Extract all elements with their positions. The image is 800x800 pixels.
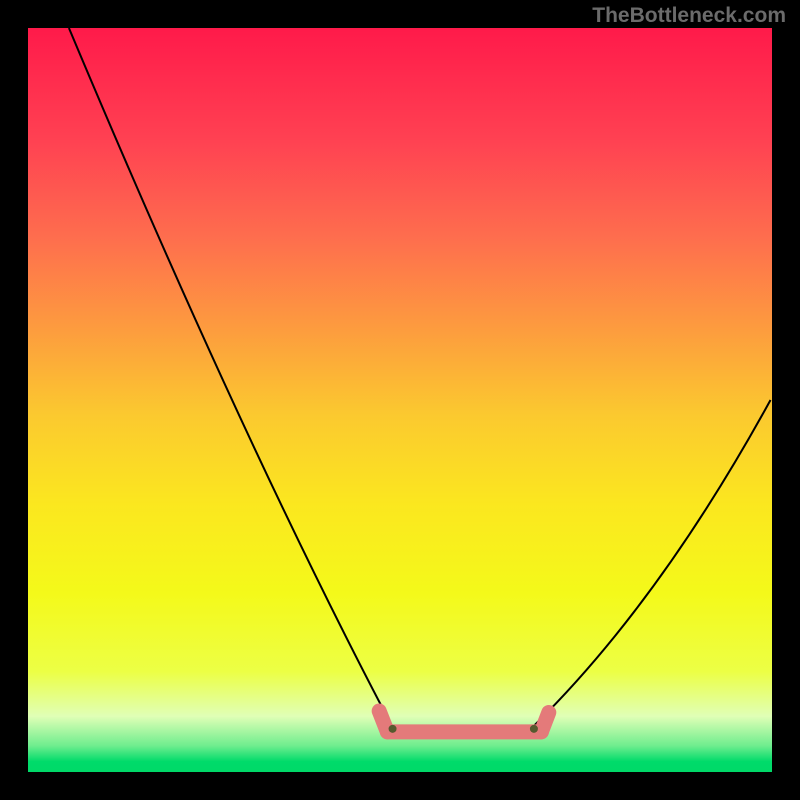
optimal-range-inner-dot-2 xyxy=(530,725,538,733)
bottleneck-chart: TheBottleneck.com xyxy=(0,0,800,800)
optimal-range-right-tick xyxy=(541,712,548,731)
watermark-label: TheBottleneck.com xyxy=(592,4,786,28)
plot-gradient-background xyxy=(28,28,772,772)
optimal-range-inner-dot-1 xyxy=(389,725,397,733)
chart-svg xyxy=(0,0,800,800)
